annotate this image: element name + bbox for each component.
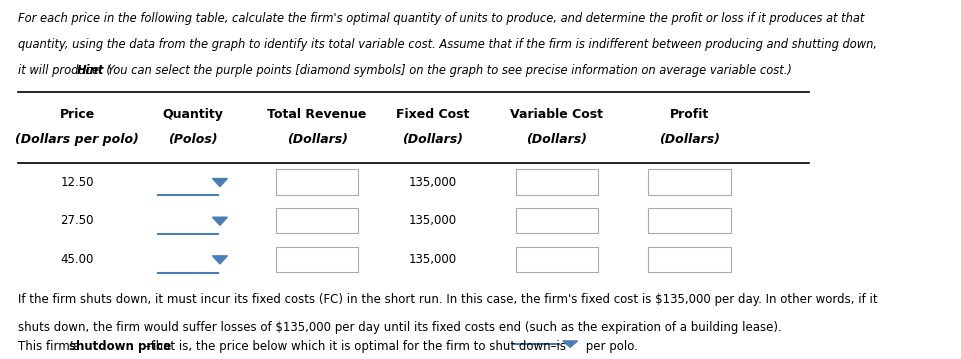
FancyBboxPatch shape bbox=[276, 169, 358, 195]
Text: it will produce. (: it will produce. ( bbox=[17, 64, 111, 77]
Text: 135,000: 135,000 bbox=[408, 214, 457, 227]
Text: (Dollars per polo): (Dollars per polo) bbox=[15, 133, 139, 146]
Text: Total Revenue: Total Revenue bbox=[267, 108, 367, 121]
FancyBboxPatch shape bbox=[516, 208, 599, 233]
Text: Price: Price bbox=[60, 108, 95, 121]
Text: per polo.: per polo. bbox=[581, 340, 638, 353]
FancyBboxPatch shape bbox=[648, 208, 730, 233]
Text: shutdown price: shutdown price bbox=[69, 340, 171, 353]
Text: This firm’s: This firm’s bbox=[17, 340, 83, 353]
Text: quantity, using the data from the graph to identify its total variable cost. Ass: quantity, using the data from the graph … bbox=[17, 38, 876, 51]
Text: 27.50: 27.50 bbox=[61, 214, 94, 227]
Text: (Dollars): (Dollars) bbox=[659, 133, 720, 146]
Text: (Polos): (Polos) bbox=[168, 133, 218, 146]
Text: For each price in the following table, calculate the firm's optimal quantity of : For each price in the following table, c… bbox=[17, 11, 864, 24]
Text: : You can select the purple points [diamond symbols] on the graph to see precise: : You can select the purple points [diam… bbox=[100, 64, 792, 77]
Text: If the firm shuts down, it must incur its fixed costs (FC) in the short run. In : If the firm shuts down, it must incur it… bbox=[17, 293, 877, 306]
Text: Fixed Cost: Fixed Cost bbox=[396, 108, 470, 121]
Polygon shape bbox=[212, 178, 228, 187]
Text: Variable Cost: Variable Cost bbox=[510, 108, 604, 121]
Text: 45.00: 45.00 bbox=[61, 253, 94, 266]
Text: (Dollars): (Dollars) bbox=[286, 133, 348, 146]
Text: (Dollars): (Dollars) bbox=[527, 133, 587, 146]
Text: 12.50: 12.50 bbox=[61, 176, 94, 188]
Polygon shape bbox=[212, 217, 228, 225]
Text: –that is, the price below which it is optimal for the firm to shut down–is: –that is, the price below which it is op… bbox=[145, 340, 566, 353]
FancyBboxPatch shape bbox=[516, 169, 599, 195]
Text: Quantity: Quantity bbox=[162, 108, 224, 121]
Text: Profit: Profit bbox=[670, 108, 709, 121]
Text: 135,000: 135,000 bbox=[408, 176, 457, 188]
Text: shuts down, the firm would suffer losses of $135,000 per day until its fixed cos: shuts down, the firm would suffer losses… bbox=[17, 321, 781, 334]
Text: 135,000: 135,000 bbox=[408, 253, 457, 266]
Polygon shape bbox=[563, 341, 578, 347]
Text: (Dollars): (Dollars) bbox=[403, 133, 463, 146]
FancyBboxPatch shape bbox=[276, 247, 358, 272]
Polygon shape bbox=[212, 256, 228, 264]
FancyBboxPatch shape bbox=[276, 208, 358, 233]
FancyBboxPatch shape bbox=[648, 169, 730, 195]
FancyBboxPatch shape bbox=[648, 247, 730, 272]
Text: Hint: Hint bbox=[77, 64, 105, 77]
FancyBboxPatch shape bbox=[516, 247, 599, 272]
